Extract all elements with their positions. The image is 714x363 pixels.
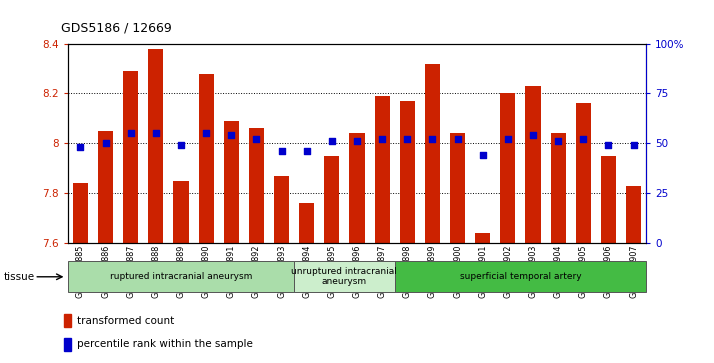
Bar [198,74,213,243]
Bar [450,134,465,243]
Bar [395,261,646,292]
Bar [174,181,188,243]
Bar [64,314,71,327]
Bar [349,134,365,243]
Point [401,136,413,142]
Point [376,136,388,142]
Text: transformed count: transformed count [77,316,174,326]
Bar [73,183,88,243]
Bar [324,156,339,243]
Point [351,138,363,144]
Bar [123,71,139,243]
Text: GDS5186 / 12669: GDS5186 / 12669 [61,22,171,35]
Bar [64,338,71,351]
Point [603,142,614,148]
Bar [249,129,264,243]
Bar [375,96,390,243]
Bar [294,261,395,292]
Point [578,136,589,142]
Text: ruptured intracranial aneurysm: ruptured intracranial aneurysm [110,272,252,281]
Text: percentile rank within the sample: percentile rank within the sample [77,339,253,350]
Text: tissue: tissue [4,272,35,282]
Point [427,136,438,142]
Bar [601,156,616,243]
Point [628,142,639,148]
Point [175,142,186,148]
Bar [501,94,516,243]
Bar [149,49,164,243]
Point [528,132,539,138]
Bar [299,203,314,243]
Point [452,136,463,142]
Bar [425,64,440,243]
Point [276,148,287,154]
Point [553,138,564,144]
Bar [626,186,641,243]
Point [150,130,161,136]
Bar [400,101,415,243]
Point [226,132,237,138]
Text: unruptured intracranial
aneurysm: unruptured intracranial aneurysm [291,267,398,286]
Point [201,130,212,136]
Bar [68,261,294,292]
Point [251,136,262,142]
Point [100,140,111,146]
Point [75,144,86,150]
Text: superficial temporal artery: superficial temporal artery [460,272,581,281]
Point [326,138,338,144]
Bar [575,103,591,243]
Bar [526,86,540,243]
Bar [274,176,289,243]
Point [301,148,313,154]
Point [477,152,488,158]
Bar [98,131,113,243]
Point [502,136,513,142]
Bar [550,134,565,243]
Bar [476,233,491,243]
Point [125,130,136,136]
Bar [223,121,238,243]
